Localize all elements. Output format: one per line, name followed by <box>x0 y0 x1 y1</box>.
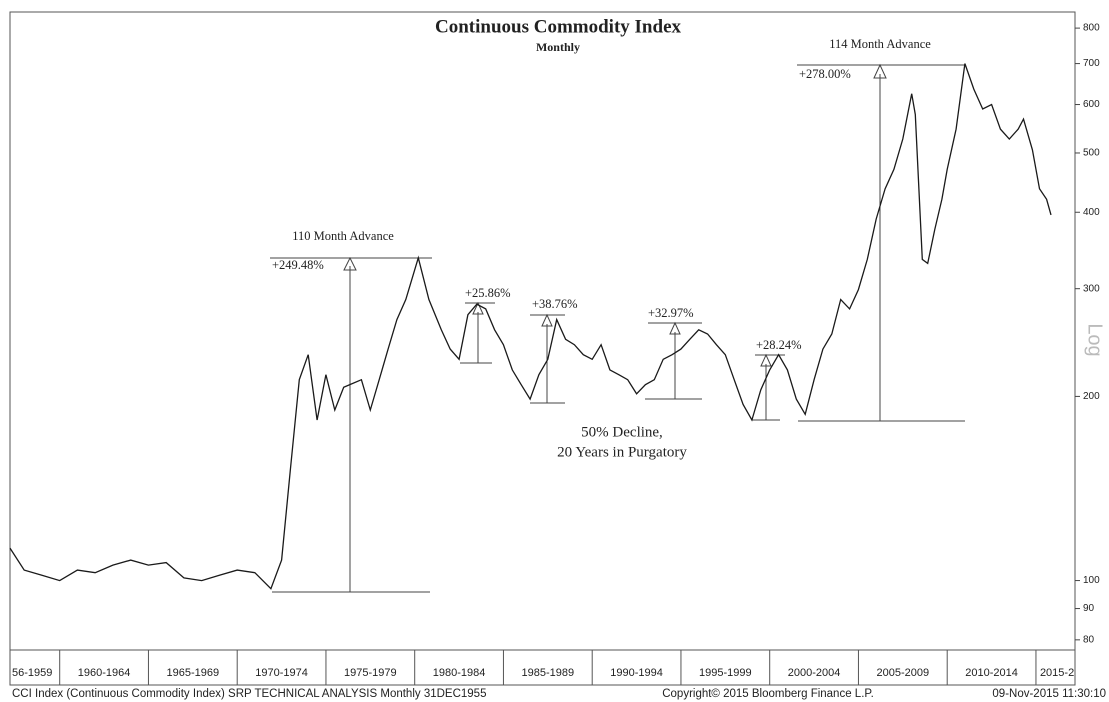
y-tick-label: 300 <box>1083 283 1100 294</box>
plot-frame <box>9 11 1076 686</box>
y-tick-label: 400 <box>1083 207 1100 218</box>
y-tick-label: 500 <box>1083 148 1100 159</box>
x-tick-label: 1960-1964 <box>78 667 131 679</box>
annotation: +25.86% <box>465 286 511 300</box>
y-tick-label: 200 <box>1083 391 1100 402</box>
x-tick-label: 2005-2009 <box>877 667 930 679</box>
annotation: +278.00% <box>799 67 851 81</box>
annotation: 114 Month Advance <box>829 37 931 51</box>
rally-bracket <box>752 353 785 421</box>
annotation: +32.97% <box>648 306 694 320</box>
x-tick-label: 1975-1979 <box>344 667 397 679</box>
measurements <box>270 63 965 593</box>
y-axis-label: Log <box>1084 323 1106 356</box>
annotation: 20 Years in Purgatory <box>557 444 687 460</box>
annotation: +38.76% <box>532 297 578 311</box>
index-line <box>9 63 1052 590</box>
annotation: +249.48% <box>272 258 324 272</box>
x-tick-label: 2015-2 <box>1040 667 1074 679</box>
x-tick-label: 56-1959 <box>12 667 52 679</box>
x-tick-label: 1990-1994 <box>610 667 663 679</box>
x-tick-label: 1970-1974 <box>255 667 308 679</box>
rally-bracket <box>645 321 702 400</box>
y-tick-label: 80 <box>1083 634 1095 645</box>
y-tick-label: 90 <box>1083 603 1095 614</box>
footer-text: CCI Index (Continuous Commodity Index) S… <box>12 688 486 700</box>
x-tick-label: 1995-1999 <box>699 667 752 679</box>
annotation: 50% Decline, <box>581 424 663 440</box>
x-tick-label: 1965-1969 <box>167 667 220 679</box>
rally-bracket <box>460 301 495 364</box>
x-tick-label: 2010-2014 <box>965 667 1018 679</box>
y-tick-label: 800 <box>1083 23 1100 34</box>
annotation: 110 Month Advance <box>292 229 394 243</box>
chart-title: Continuous Commodity Index <box>435 16 681 37</box>
advance-bracket <box>270 256 432 593</box>
rally-bracket <box>530 313 565 404</box>
x-tick-label: 1985-1989 <box>522 667 575 679</box>
y-tick-label: 700 <box>1083 58 1100 69</box>
x-tick-label: 1980-1984 <box>433 667 486 679</box>
footer-text: 09-Nov-2015 11:30:10 <box>992 688 1106 700</box>
advance-bracket <box>797 63 965 422</box>
y-tick-label: 100 <box>1083 575 1100 586</box>
chart-subtitle: Monthly <box>536 40 580 54</box>
y-tick-label: 600 <box>1083 99 1100 110</box>
x-tick-label: 2000-2004 <box>788 667 841 679</box>
footer-text: Copyright© 2015 Bloomberg Finance L.P. <box>662 688 874 700</box>
annotation: +28.24% <box>756 338 802 352</box>
